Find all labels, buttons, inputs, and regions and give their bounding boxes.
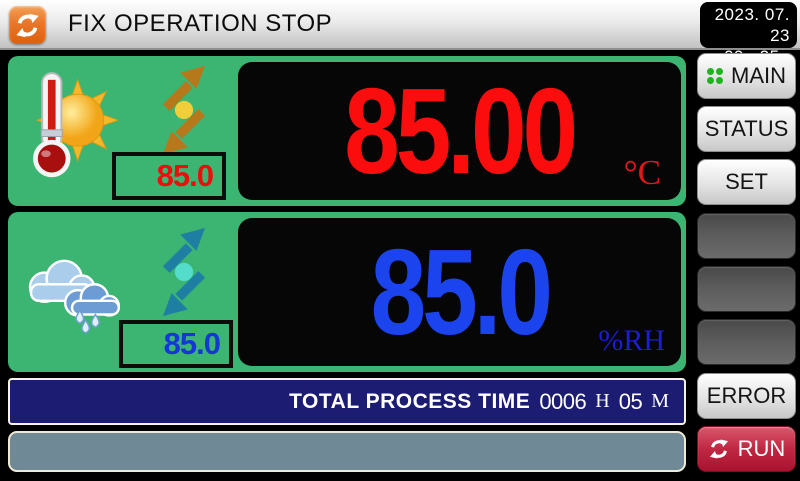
refresh-arrows-glyph — [16, 13, 39, 37]
error-button-label: ERROR — [706, 383, 787, 408]
operation-mode-title: FIX OPERATION STOP — [68, 10, 333, 37]
thermometer-sun-icon — [22, 70, 120, 183]
process-time-minutes-unit: M — [651, 390, 669, 412]
main-button[interactable]: MAIN — [697, 53, 796, 99]
temperature-unit: °C — [623, 153, 661, 192]
grid-dots-icon — [707, 68, 723, 84]
error-button[interactable]: ERROR — [697, 373, 796, 419]
humidity-value: 85.0 — [370, 224, 552, 360]
run-button-label: RUN — [737, 436, 786, 461]
blank-button-3 — [697, 319, 796, 365]
main-button-label: MAIN — [731, 63, 786, 88]
run-button[interactable]: RUN — [697, 426, 796, 472]
humidity-panel: 85.0 85.0 %RH — [8, 212, 686, 372]
refresh-icon — [9, 6, 46, 44]
temperature-setpoint-value: 85.0 — [156, 158, 214, 193]
set-button[interactable]: SET — [697, 159, 796, 205]
datetime-display: 2023. 07. 23 09 : 25 : 22 — [700, 2, 797, 87]
process-time-hours-unit: H — [595, 390, 610, 412]
refresh-icon — [709, 439, 728, 459]
up-down-arrows-icon — [156, 64, 212, 161]
up-down-arrows-icon — [156, 226, 212, 323]
temperature-setpoint-box[interactable]: 85.0 — [112, 152, 226, 200]
humidity-setpoint-box[interactable]: 85.0 — [119, 320, 233, 368]
rain-cloud-icon — [16, 254, 128, 339]
temperature-value: 85.00 — [344, 63, 579, 199]
humidity-setpoint-value: 85.0 — [163, 326, 221, 361]
temperature-display: 85.00 °C — [238, 62, 681, 200]
status-button-label: STATUS — [704, 116, 789, 141]
blank-button-2 — [697, 266, 796, 312]
date-text: 2023. 07. 23 — [714, 5, 790, 45]
message-bar — [8, 431, 686, 472]
process-time-hours: 0006 — [539, 388, 587, 414]
status-button[interactable]: STATUS — [697, 106, 796, 152]
blank-button-1 — [697, 213, 796, 259]
set-button-label: SET — [725, 169, 768, 194]
total-process-time-bar: TOTAL PROCESS TIME 0006 H 05 M — [8, 378, 686, 425]
process-time-minutes: 05 — [618, 388, 643, 414]
humidity-unit: %RH — [598, 324, 665, 357]
topbar: FIX OPERATION STOP 2023. 07. 23 09 : 25 … — [0, 0, 800, 87]
temperature-panel: 85.0 85.00 °C — [8, 56, 686, 206]
process-time-label: TOTAL PROCESS TIME — [289, 389, 531, 413]
humidity-display: 85.0 %RH — [238, 218, 681, 366]
